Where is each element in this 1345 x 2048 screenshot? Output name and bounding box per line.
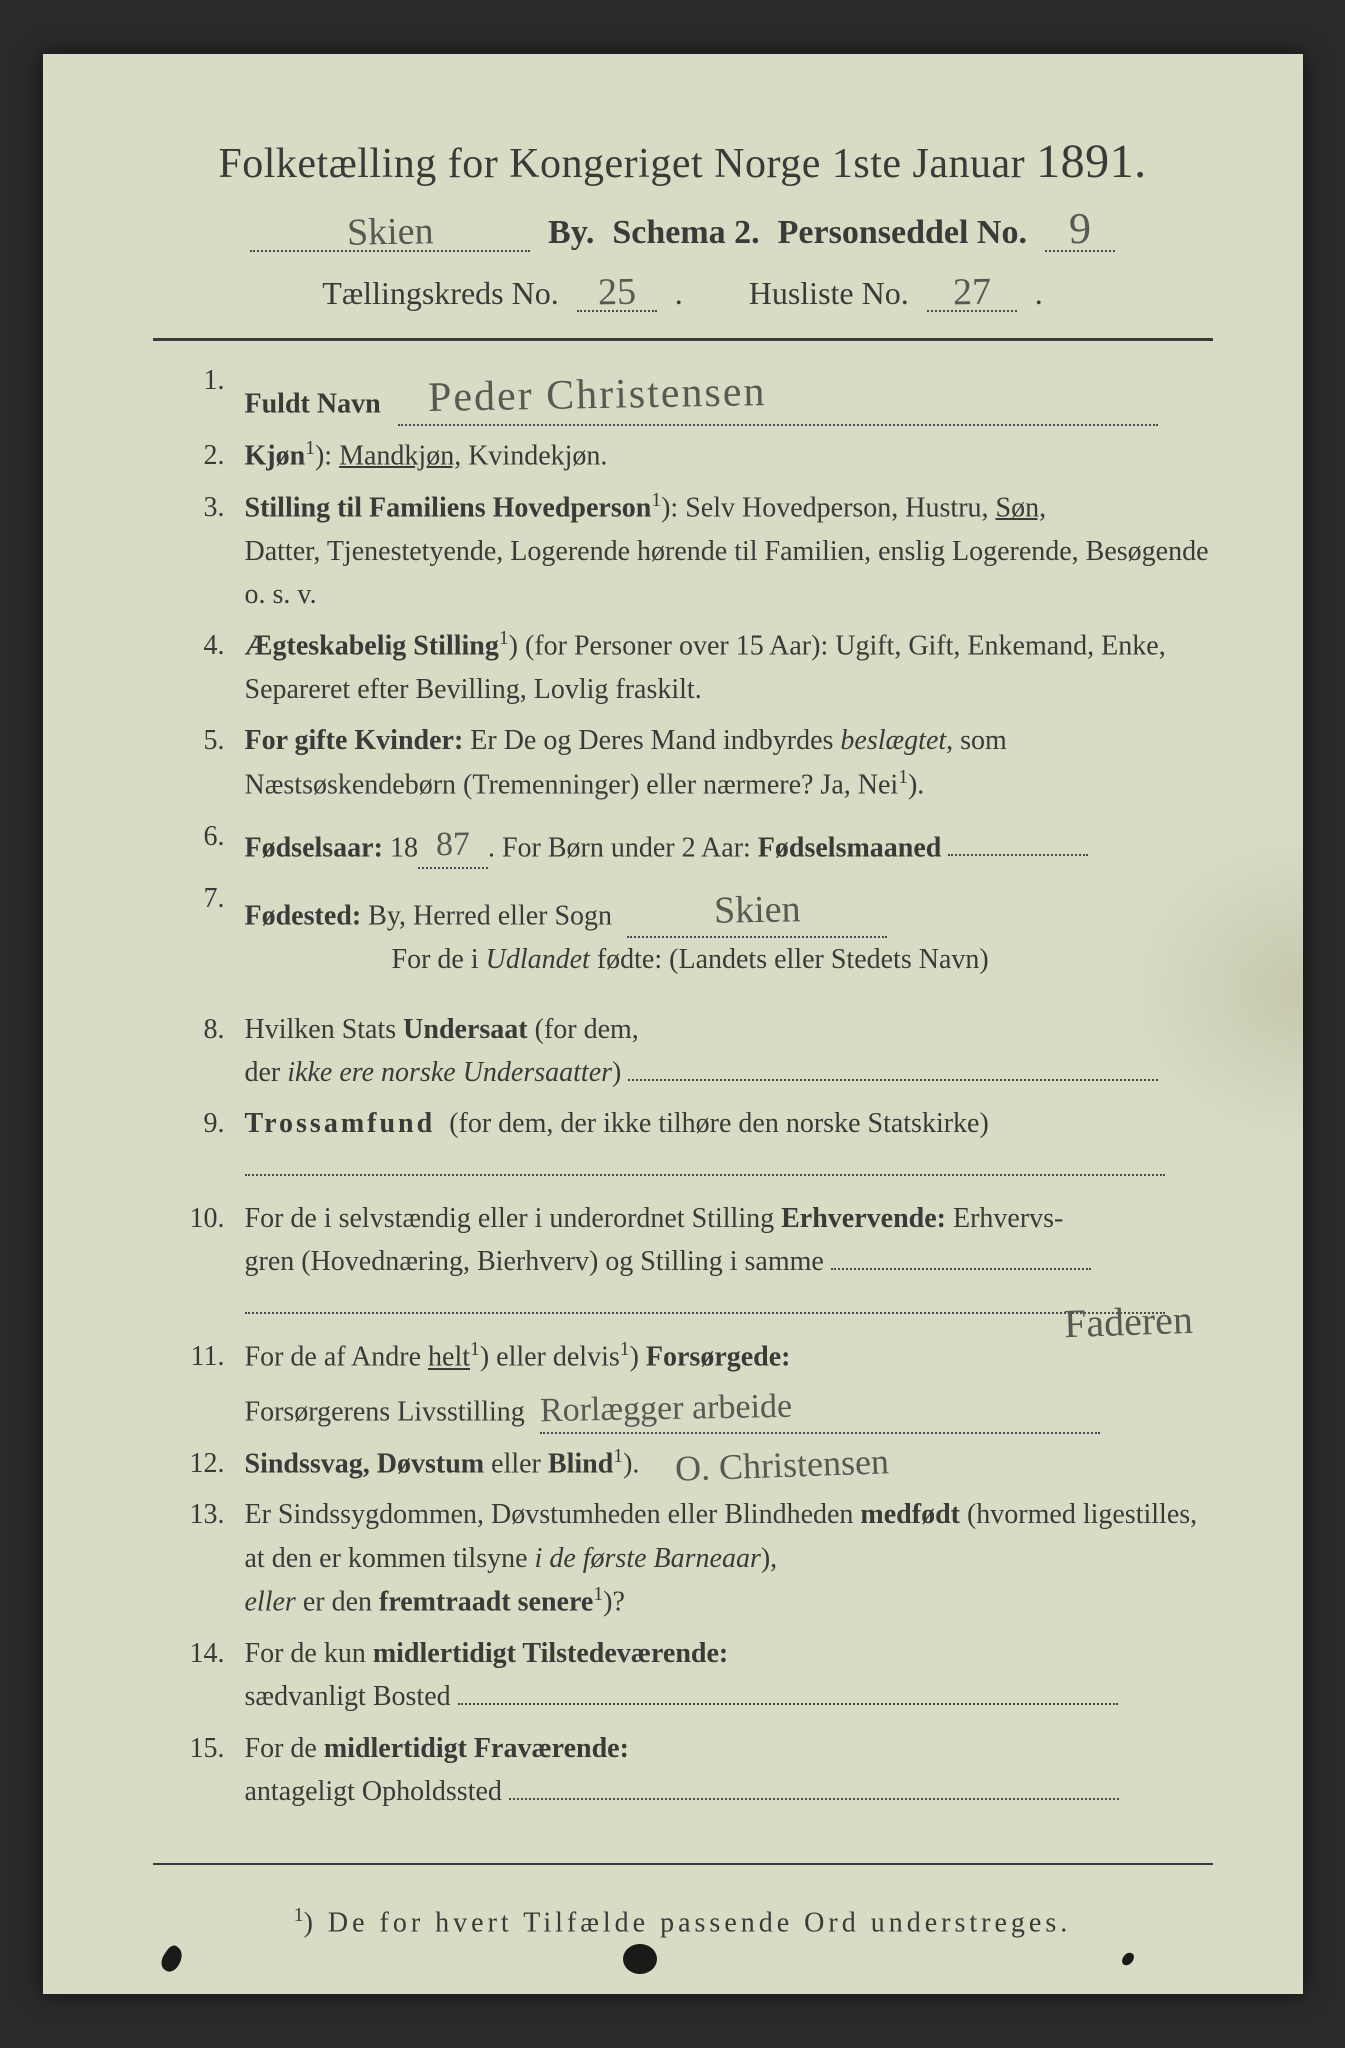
row-6: 6. Fødselsaar: 1887. For Børn under 2 Aa… <box>153 815 1213 870</box>
sub-line-2: Tællingskreds No. 25 . Husliste No. 27 . <box>153 266 1213 312</box>
name-hand: Peder Christensen <box>427 360 767 431</box>
row-num: 14. <box>153 1632 245 1675</box>
row-body: Fødested: By, Herred eller Sogn Skien Fo… <box>245 877 1213 981</box>
row-body: Hvilken Stats Undersaat (for dem, der ik… <box>245 1008 1213 1095</box>
bosted-field <box>458 1675 1118 1705</box>
month-field <box>948 826 1088 856</box>
row-num: 7. <box>153 877 245 920</box>
year-field: 87 <box>418 815 488 870</box>
kreds-label: Tællingskreds No. <box>322 275 558 312</box>
by-label: By. <box>548 214 594 252</box>
row-5: 5. For gifte Kvinder: Er De og Deres Man… <box>153 719 1213 806</box>
sub-line-1: Skien By. Schema 2. Personseddel No. 9 <box>153 199 1213 252</box>
schema-label: Schema 2. <box>612 214 759 252</box>
by-handwriting: Skien <box>346 209 433 255</box>
row-1: 1. Fuldt Navn Peder Christensen <box>153 359 1213 426</box>
pers-label: Personseddel No. <box>778 214 1027 252</box>
label: Fødselsaar: <box>245 832 383 863</box>
row-body: Sindssvag, Døvstum eller Blind1). O. Chr… <box>245 1442 1213 1486</box>
pers-no-field: 9 <box>1045 199 1115 252</box>
birthplace-field: Skien <box>627 877 887 938</box>
pers-no-hand: 9 <box>1069 203 1092 254</box>
row-body: For de kun midlertidigt Tilstedeværende:… <box>245 1632 1213 1719</box>
row-num: 2. <box>153 434 245 477</box>
row-13: 13. Er Sindssygdommen, Døvstumheden elle… <box>153 1493 1213 1624</box>
row-num: 10. <box>153 1197 245 1240</box>
row-num: 3. <box>153 486 245 529</box>
row-12: 12. Sindssvag, Døvstum eller Blind1). O.… <box>153 1442 1213 1486</box>
by-field: Skien <box>250 206 530 252</box>
label: For gifte Kvinder: <box>245 725 464 756</box>
footnote: 1) De for hvert Tilfælde passende Ord un… <box>153 1905 1213 1939</box>
row-15: 15. For de midlertidigt Fraværende: anta… <box>153 1727 1213 1814</box>
son-underlined: Søn, <box>996 492 1047 523</box>
label: Kjøn <box>245 440 306 471</box>
row-num: 1. <box>153 359 245 402</box>
paper-defect-icon <box>623 1944 657 1974</box>
label: Fuldt Navn <box>245 389 381 420</box>
row-3: 3. Stilling til Familiens Hovedperson1):… <box>153 486 1213 617</box>
row-num: 9. <box>153 1102 245 1145</box>
mandkjon: Mandkjøn, <box>339 440 461 471</box>
form-body: 1. Fuldt Navn Peder Christensen 2. Kjøn1… <box>153 359 1213 1813</box>
row-body: Stilling til Familiens Hovedperson1): Se… <box>245 486 1213 617</box>
row-11: 11. Faderen For de af Andre helt1) eller… <box>153 1335 1213 1433</box>
hand-faderen: Faderen <box>1063 1289 1194 1355</box>
row-7: 7. Fødested: By, Herred eller Sogn Skien… <box>153 877 1213 981</box>
row-num: 5. <box>153 719 245 762</box>
row-num: 12. <box>153 1442 245 1485</box>
label: Fødested: <box>245 901 362 932</box>
row-num: 4. <box>153 624 245 667</box>
row-num: 11. <box>153 1335 245 1378</box>
row-body: Fødselsaar: 1887. For Børn under 2 Aar: … <box>245 815 1213 870</box>
husliste-label: Husliste No. <box>749 275 909 312</box>
row-9: 9. Trossamfund (for dem, der ikke tilhør… <box>153 1102 1213 1189</box>
husliste-field: 27 <box>927 266 1017 312</box>
row-8: 8. Hvilken Stats Undersaat (for dem, der… <box>153 1008 1213 1095</box>
undersaat-field <box>628 1051 1158 1081</box>
paper-defect-icon <box>157 1943 187 1975</box>
form-header: Folketælling for Kongeriget Norge 1ste J… <box>153 134 1213 312</box>
row-body: Er Sindssygdommen, Døvstumheden eller Bl… <box>245 1493 1213 1624</box>
kreds-field: 25 <box>577 266 657 312</box>
trossamfund-field <box>245 1146 1165 1176</box>
row-num: 13. <box>153 1493 245 1536</box>
title-line: Folketælling for Kongeriget Norge 1ste J… <box>153 134 1213 189</box>
erhverv-field-2 <box>245 1284 1165 1314</box>
row-body: For gifte Kvinder: Er De og Deres Mand i… <box>245 719 1213 806</box>
row-2: 2. Kjøn1): Mandkjøn, Kvindekjøn. <box>153 434 1213 478</box>
label: Trossamfund <box>245 1108 436 1139</box>
row-body: Faderen For de af Andre helt1) eller del… <box>245 1335 1213 1433</box>
row-num: 6. <box>153 815 245 858</box>
kreds-hand: 25 <box>597 270 636 315</box>
row-body: Kjøn1): Mandkjøn, Kvindekjøn. <box>245 434 1213 478</box>
row-num: 15. <box>153 1727 245 1770</box>
row-10: 10. For de i selvstændig eller i underor… <box>153 1197 1213 1327</box>
title-text: Folketælling for Kongeriget Norge 1ste J… <box>218 141 1025 187</box>
row-body: Ægteskabelig Stilling1) (for Personer ov… <box>245 624 1213 711</box>
title-year: 1891. <box>1036 135 1147 188</box>
footnote-text: ) De for hvert Tilfælde passende Ord und… <box>304 1908 1072 1939</box>
row-14: 14. For de kun midlertidigt Tilstedevære… <box>153 1632 1213 1719</box>
livsstilling-field: Rorlægger arbeide <box>540 1379 1100 1434</box>
row-body: Fuldt Navn Peder Christensen <box>245 359 1213 426</box>
erhverv-field-1 <box>831 1240 1091 1270</box>
label: Sindssvag, Døvstum <box>245 1448 485 1479</box>
label: Stilling til Familiens Hovedperson <box>245 492 652 523</box>
divider-bottom <box>153 1863 1213 1865</box>
paper-defect-icon <box>1119 1950 1136 1967</box>
label: Ægteskabelig Stilling <box>245 631 499 662</box>
name-field: Peder Christensen <box>398 359 1158 426</box>
row-body: For de midlertidigt Fraværende: antageli… <box>245 1727 1213 1814</box>
kvindekjon: Kvindekjøn. <box>468 440 607 471</box>
husliste-hand: 27 <box>952 270 991 315</box>
row-4: 4. Ægteskabelig Stilling1) (for Personer… <box>153 624 1213 711</box>
divider-top <box>153 338 1213 341</box>
hand-r12: O. Christensen <box>674 1434 890 1497</box>
row-num: 8. <box>153 1008 245 1051</box>
page-wrap: Folketælling for Kongeriget Norge 1ste J… <box>0 0 1345 2048</box>
row-body: Trossamfund (for dem, der ikke tilhøre d… <box>245 1102 1213 1189</box>
opholdssted-field <box>509 1770 1119 1800</box>
census-form-paper: Folketælling for Kongeriget Norge 1ste J… <box>43 54 1303 1994</box>
